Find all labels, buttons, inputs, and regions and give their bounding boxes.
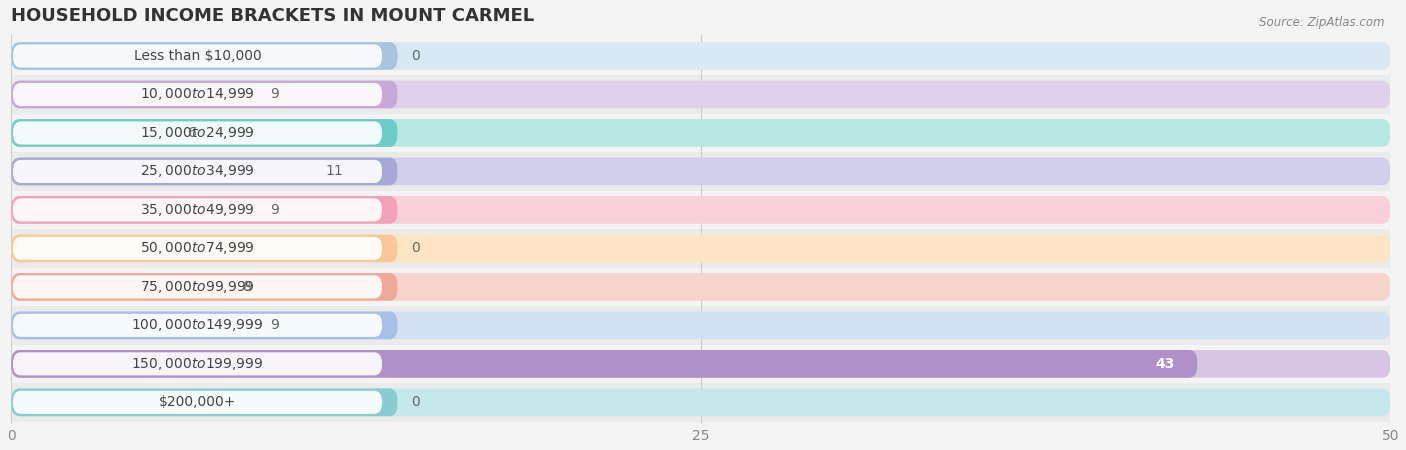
- FancyBboxPatch shape: [11, 42, 398, 70]
- Text: $50,000 to $74,999: $50,000 to $74,999: [141, 240, 254, 256]
- FancyBboxPatch shape: [11, 388, 1391, 416]
- FancyBboxPatch shape: [11, 81, 1391, 108]
- Text: 0: 0: [411, 396, 420, 410]
- Bar: [0, 345, 1406, 383]
- FancyBboxPatch shape: [13, 160, 382, 183]
- Text: $150,000 to $199,999: $150,000 to $199,999: [131, 356, 264, 372]
- Text: $15,000 to $24,999: $15,000 to $24,999: [141, 125, 254, 141]
- FancyBboxPatch shape: [13, 122, 382, 144]
- Text: $75,000 to $99,999: $75,000 to $99,999: [141, 279, 254, 295]
- FancyBboxPatch shape: [11, 350, 1198, 378]
- Bar: [0, 75, 1406, 114]
- FancyBboxPatch shape: [13, 45, 382, 68]
- Text: $100,000 to $149,999: $100,000 to $149,999: [131, 317, 264, 333]
- Bar: [0, 306, 1406, 345]
- FancyBboxPatch shape: [11, 158, 398, 185]
- Text: Source: ZipAtlas.com: Source: ZipAtlas.com: [1260, 16, 1385, 29]
- Bar: [0, 152, 1406, 191]
- FancyBboxPatch shape: [13, 237, 382, 260]
- Text: $25,000 to $34,999: $25,000 to $34,999: [141, 163, 254, 180]
- FancyBboxPatch shape: [11, 81, 398, 108]
- FancyBboxPatch shape: [13, 391, 382, 414]
- Text: 9: 9: [270, 87, 280, 102]
- FancyBboxPatch shape: [11, 119, 1391, 147]
- Text: 9: 9: [270, 318, 280, 333]
- FancyBboxPatch shape: [11, 350, 1391, 378]
- Text: 43: 43: [1156, 357, 1175, 371]
- Text: $200,000+: $200,000+: [159, 396, 236, 410]
- FancyBboxPatch shape: [13, 275, 382, 298]
- Text: $35,000 to $49,999: $35,000 to $49,999: [141, 202, 254, 218]
- FancyBboxPatch shape: [13, 83, 382, 106]
- Text: 0: 0: [411, 49, 420, 63]
- FancyBboxPatch shape: [11, 273, 398, 301]
- FancyBboxPatch shape: [11, 234, 398, 262]
- FancyBboxPatch shape: [11, 388, 398, 416]
- FancyBboxPatch shape: [13, 352, 382, 375]
- Bar: [0, 268, 1406, 306]
- Bar: [0, 383, 1406, 422]
- Bar: [0, 37, 1406, 75]
- FancyBboxPatch shape: [11, 234, 1391, 262]
- Bar: [0, 114, 1406, 152]
- FancyBboxPatch shape: [11, 311, 398, 339]
- Text: 8: 8: [243, 280, 252, 294]
- FancyBboxPatch shape: [11, 196, 398, 224]
- Bar: [0, 191, 1406, 229]
- FancyBboxPatch shape: [11, 196, 1391, 224]
- FancyBboxPatch shape: [13, 314, 382, 337]
- Text: 9: 9: [270, 203, 280, 217]
- Text: $10,000 to $14,999: $10,000 to $14,999: [141, 86, 254, 103]
- Text: 6: 6: [188, 126, 197, 140]
- FancyBboxPatch shape: [11, 158, 1391, 185]
- FancyBboxPatch shape: [11, 311, 1391, 339]
- FancyBboxPatch shape: [13, 198, 382, 221]
- FancyBboxPatch shape: [11, 119, 398, 147]
- Text: HOUSEHOLD INCOME BRACKETS IN MOUNT CARMEL: HOUSEHOLD INCOME BRACKETS IN MOUNT CARME…: [11, 7, 534, 25]
- Text: Less than $10,000: Less than $10,000: [134, 49, 262, 63]
- FancyBboxPatch shape: [11, 42, 1391, 70]
- Bar: [0, 229, 1406, 268]
- Text: 0: 0: [411, 241, 420, 256]
- FancyBboxPatch shape: [11, 273, 1391, 301]
- Text: 11: 11: [326, 164, 343, 179]
